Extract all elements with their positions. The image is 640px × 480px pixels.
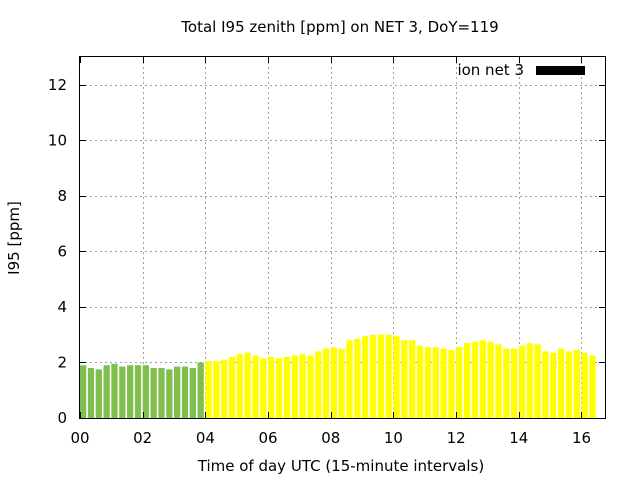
x-tick-label: 10: [384, 429, 403, 447]
grid: [80, 57, 605, 418]
y-tick-label: 4: [57, 298, 67, 316]
bar: [534, 344, 541, 418]
bar: [244, 352, 251, 418]
bar: [307, 355, 314, 418]
bar: [221, 359, 228, 418]
bar: [362, 336, 369, 418]
plot-frame: [79, 56, 606, 419]
x-tick-label: 02: [133, 429, 152, 447]
bar: [385, 334, 392, 418]
bar: [127, 365, 134, 418]
bar: [369, 334, 377, 418]
bar: [440, 348, 447, 418]
bar: [581, 352, 588, 418]
bar: [573, 349, 580, 418]
bar: [291, 355, 298, 418]
y-tick-label: 8: [57, 187, 67, 205]
bar: [236, 354, 243, 418]
bars: [80, 334, 596, 418]
bar: [197, 362, 204, 418]
y-tick-label: 6: [57, 242, 67, 260]
bar: [518, 345, 526, 418]
y-tick-label: 0: [57, 409, 67, 427]
bar: [416, 345, 424, 418]
bar: [377, 334, 385, 418]
bar: [142, 365, 149, 418]
bar: [409, 340, 416, 418]
x-tick-label: 14: [509, 429, 528, 447]
x-tick-label: 16: [572, 429, 591, 447]
bar: [463, 343, 471, 418]
bar: [487, 341, 494, 418]
bar: [550, 352, 557, 418]
bar: [158, 368, 165, 418]
bar: [565, 351, 573, 418]
bar: [322, 348, 330, 418]
chart-title: Total I95 zenith [ppm] on NET 3, DoY=119: [180, 18, 498, 36]
bar: [315, 351, 322, 418]
bar: [205, 361, 212, 418]
bar: [456, 347, 463, 418]
x-tick-label: 12: [447, 429, 466, 447]
y-tick-label: 10: [48, 131, 67, 149]
y-tick-label: 12: [48, 76, 67, 94]
bar: [213, 361, 220, 418]
bar: [495, 344, 502, 418]
bar: [299, 354, 306, 418]
bar: [338, 348, 345, 418]
x-axis-label: Time of day UTC (15-minute intervals): [197, 457, 484, 475]
bar: [589, 355, 596, 418]
bar: [346, 340, 353, 418]
bar: [95, 369, 102, 418]
bar: [510, 348, 518, 418]
bar: [119, 366, 126, 418]
bar: [260, 358, 267, 418]
bar: [252, 355, 259, 418]
y-axis-label: I95 [ppm]: [5, 201, 23, 275]
legend: ion net 3: [457, 61, 585, 79]
bar: [87, 368, 95, 418]
bar: [189, 368, 196, 418]
x-tick-label: 04: [196, 429, 215, 447]
bar: [401, 340, 408, 418]
x-tick-label: 00: [70, 429, 89, 447]
bar: [393, 336, 400, 418]
bar: [268, 356, 275, 418]
bar: [479, 340, 486, 418]
bar: [557, 348, 565, 418]
legend-swatch: [536, 66, 585, 75]
bar: [228, 356, 236, 418]
bar: [103, 365, 110, 418]
bar: [471, 341, 479, 418]
bar: [526, 343, 533, 418]
legend-label: ion net 3: [457, 61, 524, 79]
bar: [111, 363, 118, 418]
bar: [542, 351, 549, 418]
bar: [448, 349, 455, 418]
bar: [354, 338, 361, 418]
bar: [275, 358, 283, 418]
bar: [283, 356, 290, 418]
bar: [181, 366, 189, 418]
bar: [174, 366, 181, 418]
bar: [432, 347, 439, 418]
y-tick-label: 2: [57, 353, 67, 371]
bar: [424, 347, 432, 418]
x-tick-label: 08: [321, 429, 340, 447]
bar: [166, 369, 173, 418]
bar: [134, 365, 142, 418]
bar: [503, 348, 510, 418]
bar: [150, 368, 157, 418]
bar: [80, 365, 87, 418]
x-tick-label: 06: [259, 429, 278, 447]
bar: [330, 347, 338, 418]
